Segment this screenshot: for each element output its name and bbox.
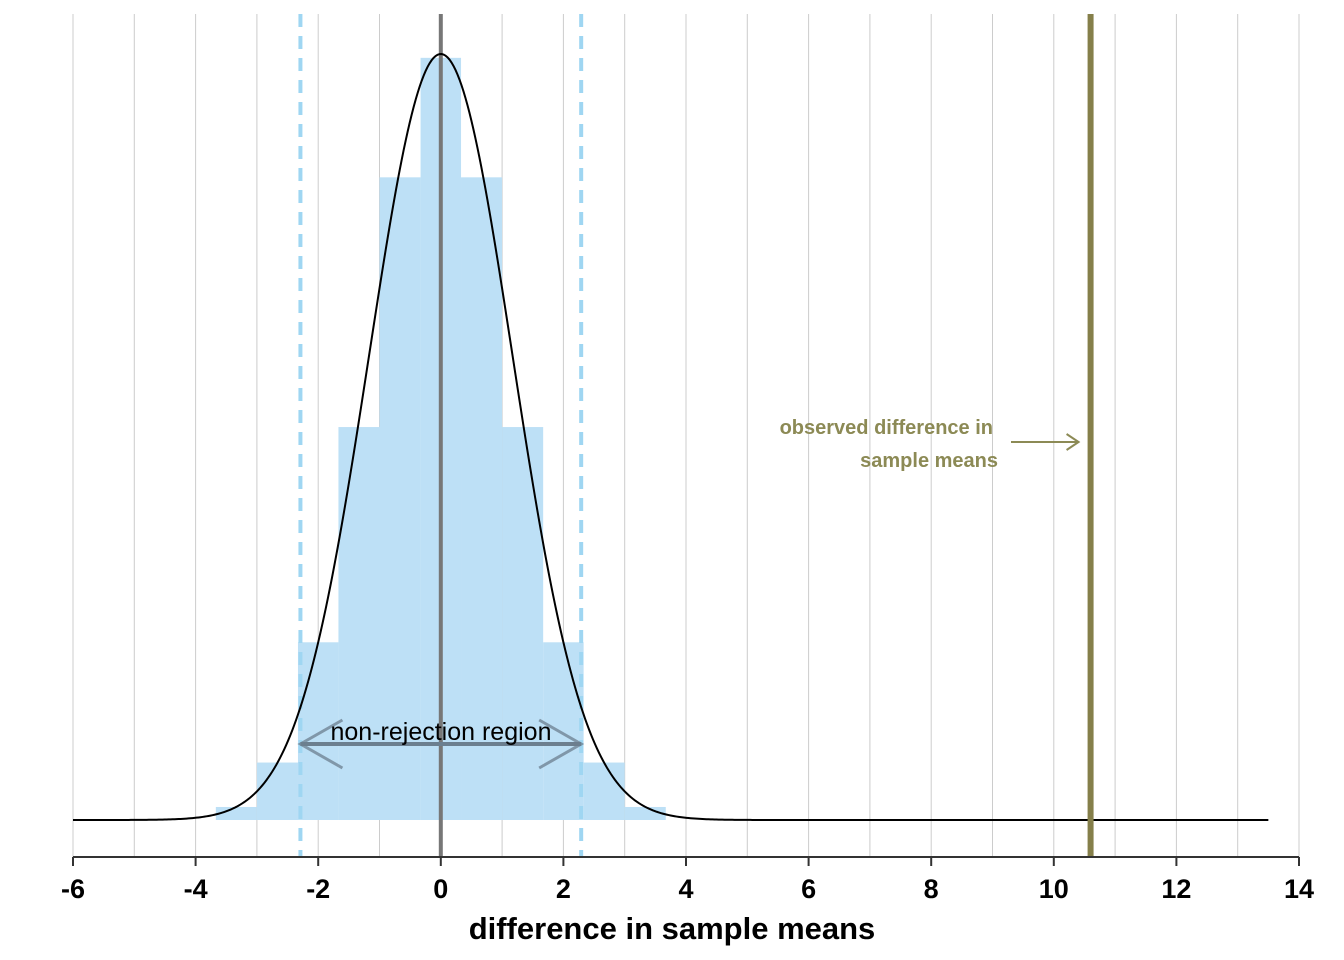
- histogram-bar: [624, 806, 666, 820]
- gridlines: [72, 14, 1300, 857]
- x-tick-label: 14: [1284, 874, 1314, 904]
- non-rejection-region-annotation: non-rejection region: [297, 718, 585, 770]
- region-arrow-right-head: [538, 718, 585, 770]
- observed-label-line1: observed difference in: [780, 417, 993, 439]
- x-tick-label: -6: [61, 874, 85, 904]
- region-label: non-rejection region: [331, 718, 552, 746]
- histogram-bar: [502, 427, 544, 820]
- observed-label-line2: sample means: [860, 450, 998, 472]
- x-tick-label: 4: [678, 874, 693, 904]
- histogram-bar: [215, 806, 257, 820]
- critical-value-lines: [298, 14, 584, 857]
- density-curve: [73, 53, 1269, 821]
- histogram-bar: [461, 177, 503, 821]
- histogram-bar: [297, 642, 339, 820]
- histogram-bar: [543, 642, 584, 820]
- histogram-bar: [338, 427, 380, 820]
- histogram-bar: [583, 762, 625, 820]
- histogram: [215, 57, 666, 821]
- x-tick-label: 0: [433, 874, 448, 904]
- observed-arrow-head: [1066, 433, 1081, 451]
- x-axis: -6 -4 -2 0 2 4 6 8 10 12 14: [61, 856, 1314, 904]
- normal-density-curve: [73, 53, 1269, 821]
- x-tick-label: -4: [184, 874, 208, 904]
- x-tick-label: 2: [556, 874, 571, 904]
- region-arrow-left-head: [297, 718, 344, 770]
- x-tick-label: 10: [1039, 874, 1069, 904]
- histogram-bar: [256, 762, 298, 820]
- x-tick-label: -2: [306, 874, 330, 904]
- x-tick-label: 12: [1161, 874, 1191, 904]
- x-tick-label: 6: [801, 874, 816, 904]
- x-tick-label: 8: [924, 874, 939, 904]
- observed-difference-annotation: observed difference in sample means: [780, 14, 1094, 857]
- x-axis-title: difference in sample means: [469, 911, 876, 946]
- histogram-bar: [379, 177, 421, 821]
